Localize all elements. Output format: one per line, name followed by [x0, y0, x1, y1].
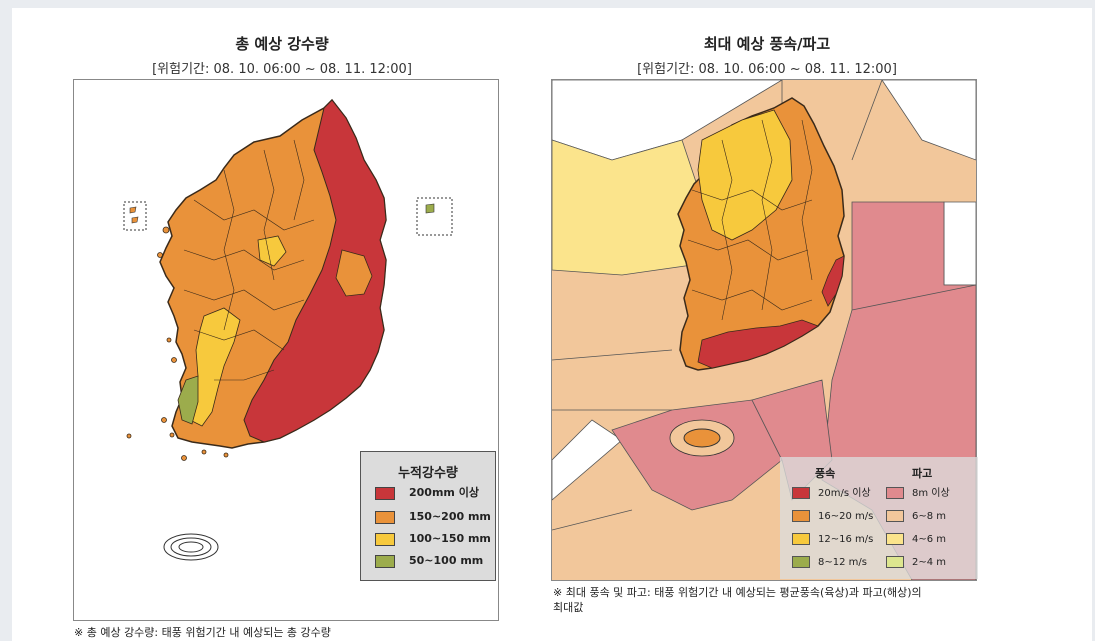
east-red-region — [243, 99, 387, 443]
rain-legend-item: 150~200 mm — [375, 510, 491, 524]
wind-legend-label: 20m/s 이상 — [818, 488, 871, 499]
wind-coast-red-east — [821, 255, 845, 307]
wave-swatch-0 — [886, 487, 904, 499]
wave-legend-item: 2~4 m — [886, 556, 946, 568]
inset-east-island — [425, 203, 435, 214]
wave-legend-label: 8m 이상 — [912, 488, 950, 499]
wind-coast-red-south — [697, 319, 819, 369]
wind-legend-item: 20m/s 이상 — [792, 487, 871, 499]
wind-swatch-2 — [792, 533, 810, 545]
jeju-island — [163, 533, 219, 561]
wave-swatch-1 — [886, 510, 904, 522]
wind-legend-label: 12~16 m/s — [818, 534, 874, 545]
rain-legend-item: 100~150 mm — [375, 532, 491, 546]
district-lines — [183, 139, 315, 381]
rain-legend-label: 50~100 mm — [409, 554, 484, 567]
rain-map-title: 총 예상 강수량 — [235, 35, 329, 53]
rain-legend-label: 150~200 mm — [409, 510, 491, 523]
rain-map-period: [위험기간: 08. 10. 06:00 ~ 08. 11. 12:00] — [152, 62, 412, 77]
wave-legend-item: 4~6 m — [886, 533, 946, 545]
wave-legend-item: 6~8 m — [886, 510, 946, 522]
wind-map-period: [위험기간: 08. 10. 06:00 ~ 08. 11. 12:00] — [637, 62, 897, 77]
inset-box-east — [416, 197, 453, 236]
rain-legend-item: 200mm 이상 — [375, 486, 479, 500]
west-yellow-region — [189, 307, 241, 427]
wind-swatch-3 — [792, 556, 810, 568]
sea-zone-white-e — [943, 201, 976, 286]
sea-zone-yellow-west — [552, 139, 703, 276]
rain-legend-title: 누적강수량 — [398, 466, 458, 481]
rain-legend-item: 50~100 mm — [375, 554, 483, 568]
wind-map-note-line2: 최대값 — [553, 601, 584, 614]
wind-wave-legend: 풍속 파고 20m/s 이상 16~20 m/s 12~16 m/s 8~12 … — [780, 457, 978, 579]
wave-legend-header: 파고 — [912, 467, 933, 480]
west-islands — [126, 226, 229, 461]
wind-legend-label: 8~12 m/s — [818, 557, 867, 568]
wind-legend-item: 12~16 m/s — [792, 533, 873, 545]
wind-jeju — [683, 428, 721, 448]
rain-legend: 누적강수량 200mm 이상 150~200 mm 100~150 mm 50~… — [360, 451, 496, 581]
rain-swatch-3 — [375, 554, 395, 568]
wind-swatch-1 — [792, 510, 810, 522]
wind-swatch-0 — [792, 487, 810, 499]
central-yellow-region — [257, 235, 287, 267]
rain-legend-label: 100~150 mm — [409, 532, 491, 545]
rain-map-note: ※ 총 예상 강수량: 태풍 위험기간 내 예상되는 총 강수량 — [74, 626, 331, 639]
wind-inland-yellow — [697, 109, 793, 241]
wind-legend-item: 8~12 m/s — [792, 556, 867, 568]
wave-legend-label: 4~6 m — [912, 534, 947, 545]
wind-map-note-line1: ※ 최대 풍속 및 파고: 태풍 위험기간 내 예상되는 평균풍속(육상)과 파… — [553, 586, 922, 599]
rain-swatch-2 — [375, 532, 395, 546]
rain-swatch-1 — [375, 510, 395, 524]
wave-swatch-3 — [886, 556, 904, 568]
wind-legend-header: 풍속 — [815, 467, 836, 480]
wave-legend-item: 8m 이상 — [886, 487, 950, 499]
east-orange-pocket — [335, 249, 373, 297]
wind-map-title: 최대 예상 풍속/파고 — [703, 35, 831, 53]
rain-swatch-0 — [375, 486, 395, 500]
wind-district-lines — [687, 119, 813, 321]
rain-map-frame — [73, 79, 499, 621]
wave-legend-label: 6~8 m — [912, 511, 947, 522]
inset-west-islands — [129, 206, 139, 224]
sea-zone-white-ne — [881, 80, 976, 161]
wave-swatch-2 — [886, 533, 904, 545]
rain-map — [123, 98, 453, 561]
wind-legend-label: 16~20 m/s — [818, 511, 874, 522]
inset-box-west — [123, 201, 147, 231]
sea-zone-lines — [552, 80, 976, 531]
wind-legend-item: 16~20 m/s — [792, 510, 873, 522]
page: 총 예상 강수량 [위험기간: 08. 10. 06:00 ~ 08. 11. … — [12, 8, 1092, 641]
wave-legend-label: 2~4 m — [912, 557, 947, 568]
west-green-region — [177, 375, 199, 425]
rain-legend-label: 200mm 이상 — [409, 486, 479, 499]
